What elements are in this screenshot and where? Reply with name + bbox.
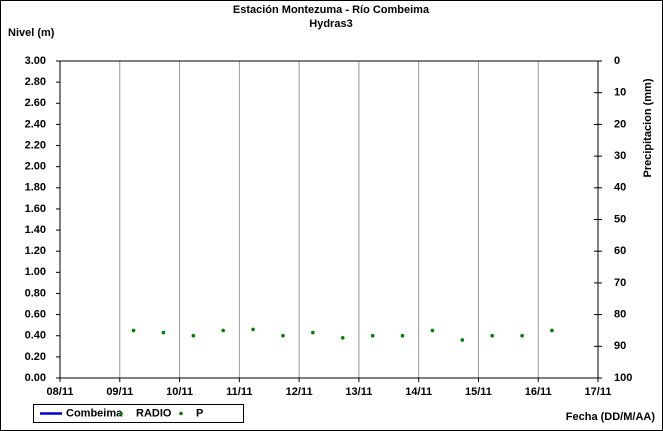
x-tick-label: 14/11 bbox=[405, 386, 432, 398]
data-point bbox=[221, 328, 225, 333]
y-tick-label: 2.20 bbox=[25, 139, 46, 151]
y-tick-label: 1.40 bbox=[25, 224, 46, 236]
y-tick-label: 2.00 bbox=[25, 161, 46, 173]
data-point bbox=[161, 330, 166, 335]
legend-swatch bbox=[179, 411, 183, 416]
x-tick-label: 16/11 bbox=[525, 386, 552, 398]
x-tick-label: 12/11 bbox=[286, 386, 313, 398]
x-tick-label: 13/11 bbox=[345, 386, 372, 398]
y-axis-label: Nivel (m) bbox=[8, 27, 55, 39]
y2-tick-label: 30 bbox=[614, 150, 626, 162]
y-tick-label: 1.00 bbox=[25, 266, 46, 278]
y2-axis-label: Precipitacion (mm) bbox=[642, 78, 654, 177]
data-point bbox=[340, 336, 345, 340]
x-tick-label: 15/11 bbox=[465, 386, 492, 398]
legend-label: Combeima bbox=[66, 407, 123, 419]
y-tick-label: 1.80 bbox=[25, 182, 46, 194]
y-tick-label: 1.60 bbox=[25, 203, 46, 215]
data-point bbox=[520, 333, 524, 338]
legend-swatch bbox=[119, 411, 123, 416]
y2-tick-label: 60 bbox=[614, 245, 626, 257]
y-tick-label: 0.20 bbox=[25, 351, 46, 363]
data-point bbox=[191, 333, 196, 338]
y2-tick-label: 10 bbox=[614, 87, 626, 99]
data-point bbox=[311, 330, 315, 335]
data-point bbox=[131, 328, 136, 333]
legend-label: P bbox=[196, 407, 203, 419]
y-tick-label: 2.60 bbox=[25, 97, 46, 109]
x-tick-label: 08/11 bbox=[47, 386, 74, 398]
x-tick-label: 10/11 bbox=[166, 386, 193, 398]
y2-tick-label: 40 bbox=[614, 182, 626, 194]
data-point bbox=[281, 333, 285, 338]
y2-tick-label: 100 bbox=[614, 372, 632, 384]
legend-label: RADIO bbox=[136, 407, 172, 419]
y-tick-label: 3.00 bbox=[25, 55, 46, 67]
chart-subtitle: Hydras3 bbox=[309, 18, 352, 30]
y2-tick-label: 0 bbox=[614, 55, 620, 67]
x-tick-label: 09/11 bbox=[106, 386, 133, 398]
y-tick-label: 0.00 bbox=[25, 372, 46, 384]
y2-tick-label: 90 bbox=[614, 340, 626, 352]
y-tick-label: 2.80 bbox=[25, 76, 46, 88]
data-point bbox=[430, 328, 435, 333]
x-axis-label: Fecha (DD/M/AA) bbox=[566, 411, 656, 423]
y-tick-label: 1.20 bbox=[25, 245, 46, 257]
x-tick-label: 17/11 bbox=[585, 386, 612, 398]
plot-area bbox=[59, 60, 599, 379]
legend-box bbox=[33, 404, 244, 423]
y-tick-label: 0.60 bbox=[25, 309, 46, 321]
y-tick-label: 0.80 bbox=[25, 287, 46, 299]
y2-tick-label: 20 bbox=[614, 118, 626, 130]
data-point bbox=[490, 333, 494, 338]
data-point bbox=[550, 328, 554, 333]
x-tick-label: 11/11 bbox=[226, 386, 252, 398]
chart-title: Estación Montezuma - Río Combeima bbox=[233, 4, 430, 16]
data-point bbox=[251, 327, 255, 332]
y2-tick-label: 50 bbox=[614, 213, 626, 225]
data-point bbox=[400, 333, 405, 338]
data-point bbox=[370, 333, 375, 338]
y-tick-label: 0.40 bbox=[25, 330, 46, 342]
y2-tick-label: 70 bbox=[614, 277, 626, 289]
y-tick-label: 2.40 bbox=[25, 118, 46, 130]
data-point bbox=[460, 338, 465, 342]
y2-tick-label: 80 bbox=[614, 309, 626, 321]
